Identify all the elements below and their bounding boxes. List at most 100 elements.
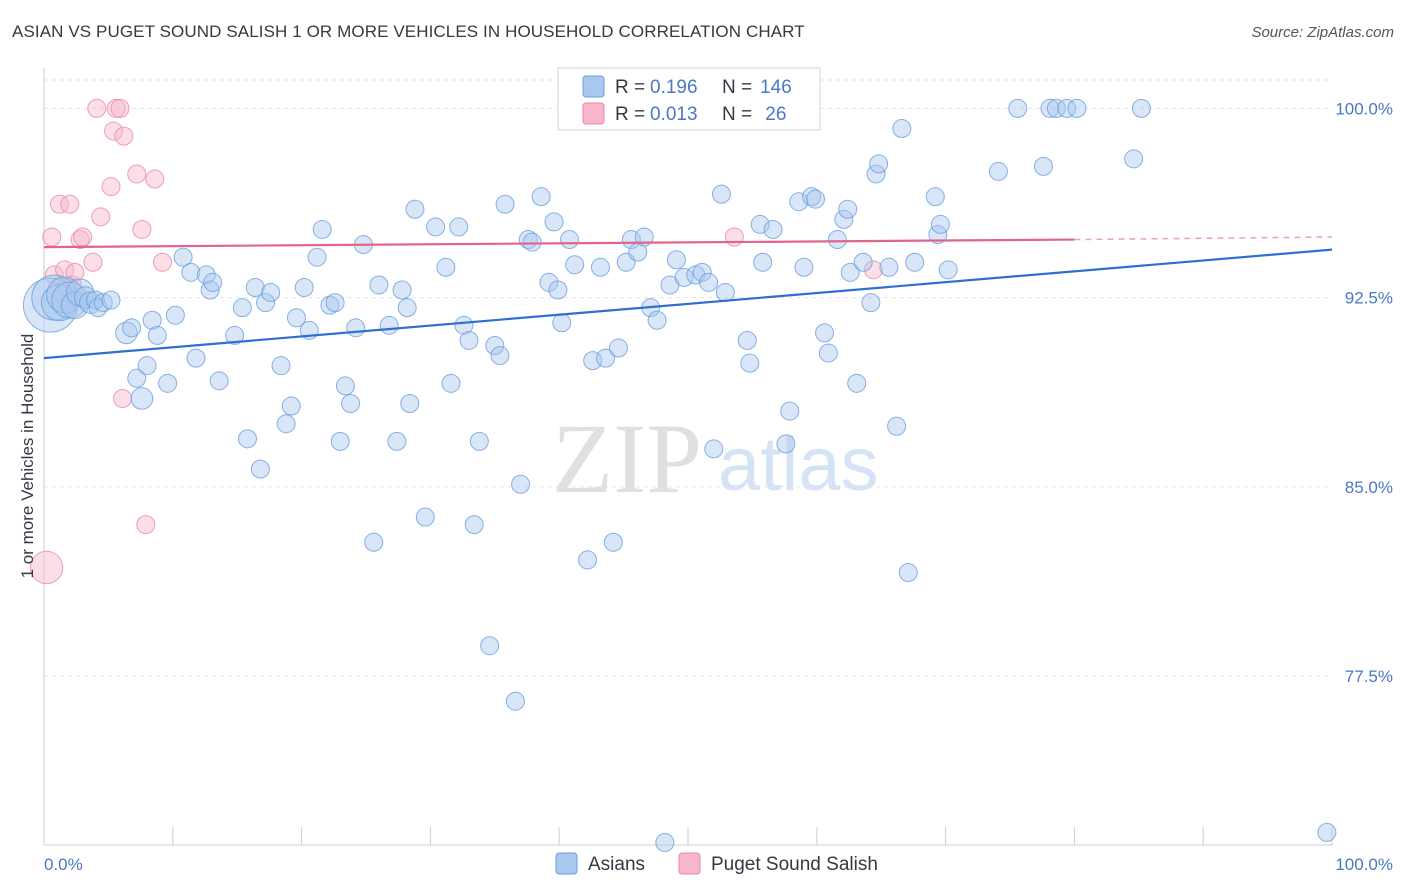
asian-point (341, 394, 361, 414)
salish-point (863, 260, 883, 280)
legend-r-value-salish: 0.013 (650, 104, 698, 125)
asian-point (1067, 98, 1087, 118)
asian-point (165, 305, 185, 325)
x-ticks (172, 827, 1333, 845)
salish-point (65, 262, 85, 282)
asian-point (776, 434, 796, 454)
asian-point (261, 283, 281, 303)
asian-point (464, 515, 484, 535)
asian-point (930, 214, 950, 234)
salish-point (127, 164, 147, 184)
asian-point (552, 313, 572, 333)
asian-point (346, 318, 366, 338)
asian-point (250, 459, 270, 479)
legend-n-label-salish: N = (722, 104, 752, 125)
asian-point (666, 250, 686, 270)
asian-point (938, 260, 958, 280)
bottom-legend-swatch-asian (555, 852, 578, 875)
watermark: ZIP atlas (552, 403, 879, 514)
y-tick-label: 92.5% (1345, 289, 1393, 308)
asian-point (780, 401, 800, 421)
asian-point (522, 232, 542, 252)
asian-point (861, 293, 881, 313)
chart-title: ASIAN VS PUGET SOUND SALISH 1 OR MORE VE… (12, 22, 805, 41)
grid-lines (44, 79, 1332, 677)
asian-point (130, 387, 154, 410)
asian-point (674, 267, 694, 287)
asian-point (838, 199, 858, 219)
asian-point (200, 280, 220, 300)
asian-point (186, 348, 206, 368)
asian-point (137, 356, 157, 376)
asian-point (426, 217, 446, 237)
salish-point (42, 227, 62, 247)
asian-point (490, 346, 510, 366)
asian-point (436, 257, 456, 277)
asian-point (459, 330, 479, 350)
x-tick-label-min: 0.0% (44, 855, 83, 874)
asian-point (276, 414, 296, 434)
asian-point (1057, 98, 1077, 118)
legend-swatch-asian (582, 75, 605, 98)
asian-point (405, 199, 425, 219)
asian-point (173, 247, 193, 267)
legend-r-value-asian: 0.196 (650, 77, 698, 98)
asian-point (578, 550, 598, 570)
trend-lines (43, 236, 1333, 360)
y-tick-label: 77.5% (1345, 667, 1393, 686)
asian-point (147, 325, 167, 345)
asian-point (1033, 156, 1053, 176)
bottom-legend: Asians Puget Sound Salish (555, 852, 878, 875)
asian-point (827, 230, 847, 250)
y-tick-label: 85.0% (1345, 478, 1393, 497)
salish-point (70, 230, 90, 250)
asian-point (449, 217, 469, 237)
watermark-atlas: atlas (718, 422, 879, 507)
asian-trend-line (43, 248, 1333, 360)
asian-point (548, 280, 568, 300)
asian-point (737, 330, 757, 350)
asian-point (369, 275, 389, 295)
asian-point (196, 265, 216, 285)
asian-point (232, 298, 252, 318)
watermark-zip: ZIP (552, 403, 702, 514)
asian-point (238, 429, 258, 449)
y-tick-label: 100.0% (1335, 99, 1393, 118)
asian-point (281, 396, 301, 416)
asian-point (596, 348, 616, 368)
asian-point (711, 184, 731, 204)
salish-point (145, 169, 165, 189)
legend-n-value-asian: 146 (760, 77, 792, 98)
asian-point (898, 563, 918, 583)
asian-point (271, 356, 291, 376)
asian-point (806, 189, 826, 209)
asian-point (847, 373, 867, 393)
asian-point (818, 343, 838, 363)
asian-point (892, 119, 912, 139)
asian-point (505, 691, 525, 711)
legend-swatch-salish (582, 102, 605, 125)
asian-point (834, 209, 854, 229)
asian-point (454, 315, 474, 335)
salish-trend-line (43, 238, 1075, 249)
asian-point (307, 247, 327, 267)
asian-point (320, 295, 340, 315)
asian-point (335, 376, 355, 396)
asian-point (441, 373, 461, 393)
asian-point (469, 431, 489, 451)
asian-point (853, 252, 873, 272)
x-tick-label-max: 100.0% (1335, 855, 1393, 874)
bottom-legend-label-asian: Asians (588, 854, 645, 875)
asian-point (789, 192, 809, 212)
asian-point (1124, 149, 1144, 169)
asian-point (988, 161, 1008, 181)
asian-point (115, 321, 138, 345)
asian-point (101, 290, 121, 310)
asian-point (715, 283, 735, 303)
asian-point (590, 257, 610, 277)
salish-trend-line-extension (1074, 236, 1333, 241)
asian-point (1131, 98, 1151, 118)
asian-point (647, 310, 667, 330)
asian-point (879, 257, 899, 277)
